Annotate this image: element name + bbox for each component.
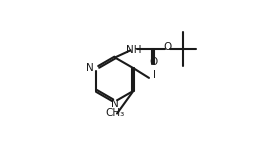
Text: N: N	[111, 99, 119, 109]
Text: NH: NH	[126, 45, 141, 55]
Text: I: I	[153, 70, 155, 80]
Text: CH₃: CH₃	[105, 108, 124, 118]
Text: O: O	[163, 42, 172, 52]
Text: O: O	[149, 58, 157, 67]
Text: N: N	[86, 63, 94, 73]
